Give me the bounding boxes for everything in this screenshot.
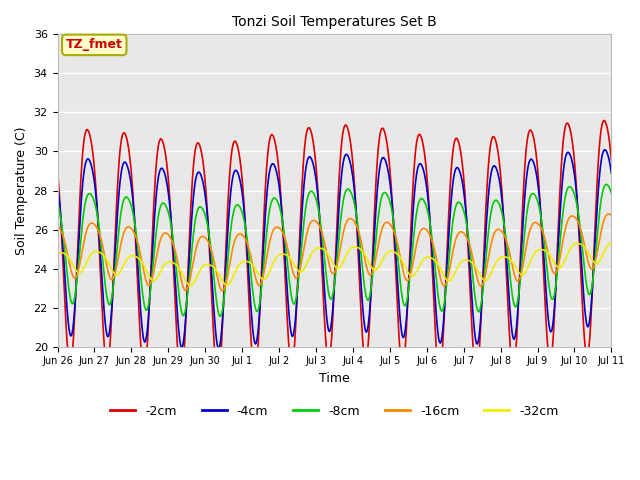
Line: -16cm: -16cm	[58, 214, 611, 291]
-4cm	[206, 247, 214, 252]
-32cm	[186, 283, 194, 288]
-4cm	[64, 312, 72, 318]
-16cm	[419, 226, 426, 231]
-8cm	[206, 239, 214, 245]
-8cm	[177, 305, 184, 311]
Line: -4cm: -4cm	[58, 150, 611, 348]
-8cm	[403, 300, 410, 305]
-8cm	[121, 195, 129, 201]
-4cm	[177, 343, 184, 348]
-2cm	[214, 375, 221, 381]
Y-axis label: Soil Temperature (C): Soil Temperature (C)	[15, 126, 28, 255]
-32cm	[54, 250, 61, 256]
-8cm	[419, 196, 426, 202]
-16cm	[177, 275, 184, 280]
Text: TZ_fmet: TZ_fmet	[66, 38, 123, 51]
-16cm	[121, 228, 129, 234]
-4cm	[403, 315, 410, 321]
-8cm	[216, 313, 224, 319]
-2cm	[64, 345, 72, 351]
-4cm	[602, 147, 609, 153]
-2cm	[177, 374, 184, 380]
-4cm	[607, 170, 615, 176]
Line: -8cm: -8cm	[58, 184, 611, 316]
-4cm	[121, 159, 129, 165]
Title: Tonzi Soil Temperatures Set B: Tonzi Soil Temperatures Set B	[232, 15, 437, 29]
-8cm	[602, 181, 610, 187]
X-axis label: Time: Time	[319, 372, 350, 385]
-4cm	[419, 165, 426, 170]
-2cm	[54, 168, 61, 173]
-8cm	[54, 201, 61, 206]
-2cm	[600, 118, 608, 123]
-32cm	[64, 253, 72, 259]
-4cm	[54, 181, 61, 187]
-16cm	[218, 288, 226, 294]
-8cm	[607, 190, 615, 196]
-32cm	[177, 268, 184, 274]
Line: -2cm: -2cm	[58, 120, 611, 378]
-32cm	[207, 263, 214, 268]
-32cm	[403, 266, 410, 272]
-4cm	[214, 346, 222, 351]
-32cm	[419, 258, 426, 264]
-8cm	[64, 275, 72, 281]
-2cm	[419, 140, 426, 145]
-16cm	[604, 211, 612, 217]
-32cm	[121, 261, 129, 266]
-2cm	[121, 130, 129, 136]
-16cm	[64, 252, 72, 257]
-2cm	[607, 157, 615, 163]
Line: -32cm: -32cm	[58, 242, 611, 286]
-2cm	[403, 324, 410, 330]
-16cm	[54, 223, 61, 229]
-32cm	[607, 240, 615, 245]
-16cm	[403, 277, 410, 283]
Legend: -2cm, -4cm, -8cm, -16cm, -32cm: -2cm, -4cm, -8cm, -16cm, -32cm	[105, 400, 564, 423]
-2cm	[206, 259, 214, 265]
-16cm	[206, 243, 214, 249]
-16cm	[607, 213, 615, 218]
